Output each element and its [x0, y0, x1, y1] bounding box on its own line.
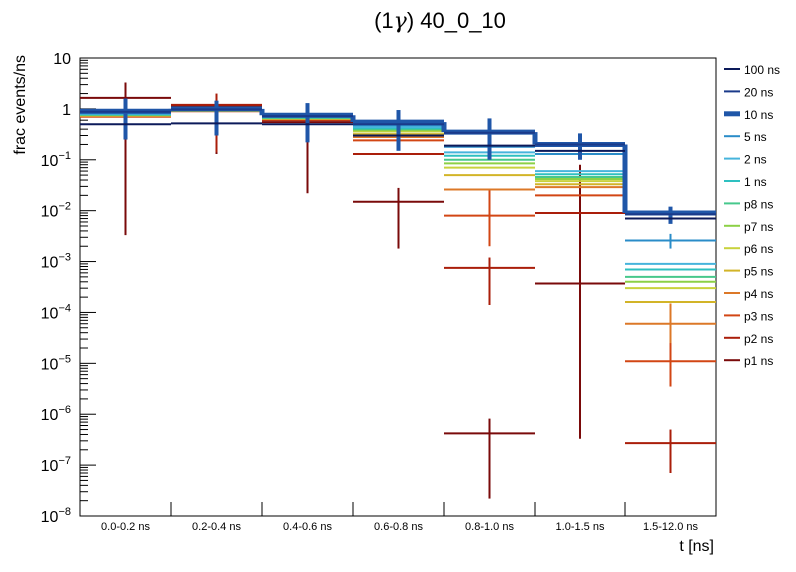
- legend-entry: p7 ns: [744, 220, 773, 234]
- legend-entry: p4 ns: [744, 287, 773, 301]
- y-tick-label: 10−6: [41, 404, 71, 424]
- y-axis-label: frac events/ns: [12, 55, 29, 155]
- y-tick-label: 10−2: [41, 201, 71, 221]
- series-20-ns: [80, 108, 716, 216]
- legend-entry: p5 ns: [744, 265, 773, 279]
- x-axis-label: t [ns]: [679, 538, 714, 555]
- y-tick-label: 10−7: [41, 455, 71, 475]
- y-tick-label: 10−3: [41, 252, 71, 272]
- legend-entry: 2 ns: [744, 153, 767, 167]
- x-tick-label: 0.0-0.2 ns: [101, 521, 150, 533]
- legend-entry: 1 ns: [744, 175, 767, 189]
- legend-entry: p6 ns: [744, 242, 773, 256]
- x-tick-label: 1.5-12.0 ns: [643, 521, 699, 533]
- y-tick-label: 10: [53, 51, 71, 68]
- plot-frame: [79, 57, 717, 517]
- y-tick-label: 10−4: [41, 302, 71, 322]
- legend-entry: p1 ns: [744, 354, 773, 368]
- x-tick-label: 1.0-1.5 ns: [556, 521, 605, 533]
- legend-entry: 5 ns: [744, 130, 767, 144]
- series-100-ns: [80, 122, 716, 220]
- x-tick-label: 0.2-0.4 ns: [192, 521, 241, 533]
- legend-entry: p3 ns: [744, 309, 773, 323]
- y-tick-label: 10−5: [41, 353, 71, 373]
- x-tick-label: 0.8-1.0 ns: [465, 521, 514, 533]
- chart-title: (1γ) 40_0_10: [374, 8, 506, 34]
- x-tick-label: 0.6-0.8 ns: [374, 521, 423, 533]
- legend-entry: p8 ns: [744, 197, 773, 211]
- y-tick-label: 1: [62, 102, 71, 119]
- legend-entry: p2 ns: [744, 332, 773, 346]
- legend-entry: 20 ns: [744, 85, 773, 99]
- x-tick-label: 0.4-0.6 ns: [283, 521, 332, 533]
- y-tick-label: 10−8: [41, 506, 71, 526]
- y-tick-label: 10−1: [41, 150, 71, 170]
- legend-entry: 100 ns: [744, 63, 780, 77]
- legend-entry: 10 ns: [744, 108, 773, 122]
